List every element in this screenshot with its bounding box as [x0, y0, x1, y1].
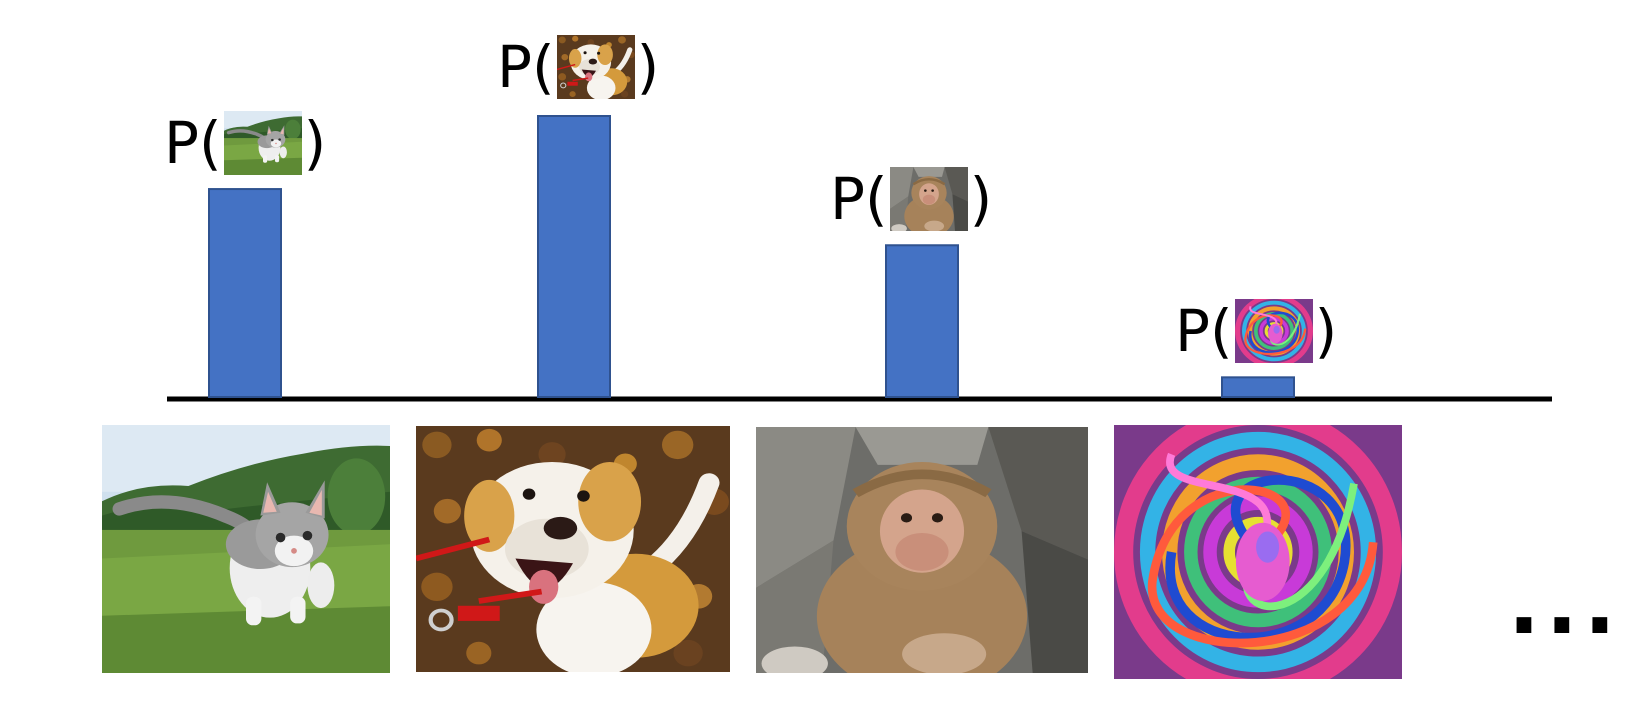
bar-label-monkey: P( ): [830, 162, 992, 236]
bar-label-prefix: P(: [1175, 297, 1233, 365]
bar-dog: [537, 115, 611, 398]
bar-label-prefix: P(: [164, 109, 222, 177]
bar-label-noise: P( ): [1175, 294, 1337, 368]
bar-noise: [1221, 376, 1295, 398]
noise-thumbnail: [1235, 299, 1313, 363]
bar-label-suffix: ): [1314, 297, 1338, 365]
bar-label-suffix: ): [636, 33, 660, 101]
monkey-thumbnail: [889, 167, 968, 231]
noise-photo: [1114, 415, 1402, 689]
monkey-photo: [756, 427, 1088, 697]
bar-label-suffix: ): [969, 165, 993, 233]
bar-label-prefix: P(: [830, 165, 888, 233]
dog-thumbnail: [557, 35, 635, 99]
continuation-ellipsis: ...: [1508, 555, 1622, 653]
cat-photo: [102, 425, 390, 673]
bar-label-suffix: ): [303, 109, 327, 177]
cat-thumbnail: [223, 111, 302, 175]
bar-monkey: [885, 244, 959, 398]
bar-label-dog: P( ): [497, 30, 659, 104]
dog-photo: [416, 426, 730, 677]
bar-series: [208, 115, 1295, 398]
bar-label-cat: P( ): [164, 106, 326, 180]
bar-cat: [208, 188, 282, 398]
bar-label-prefix: P(: [497, 33, 555, 101]
